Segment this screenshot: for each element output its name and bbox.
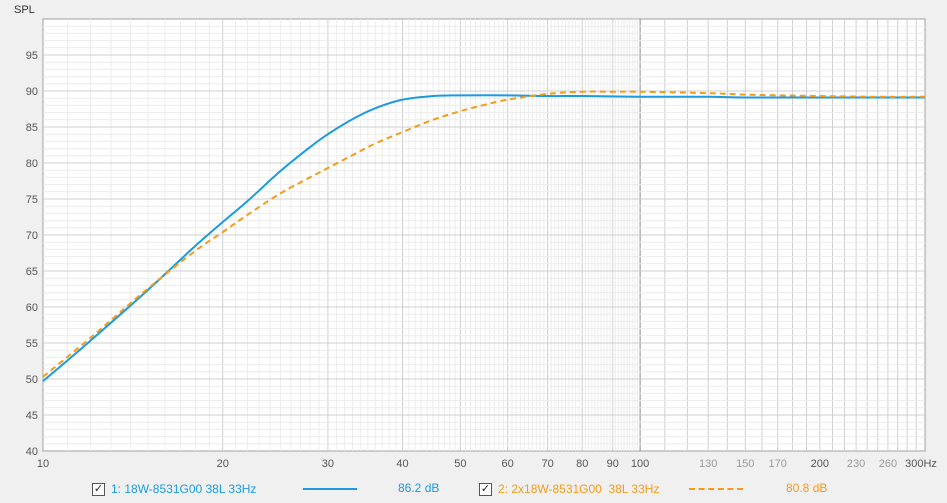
series-lines [42,90,926,382]
y-tick-label: 70 [26,230,38,242]
x-tick-label: 300Hz [905,458,937,470]
x-tick-label: 60 [502,458,514,470]
y-tick-labels: 40 45 50 55 60 65 70 75 80 85 90 95 [26,50,38,458]
y-tick-label: 85 [26,122,38,134]
x-tick-label: 80 [576,458,588,470]
checkbox-series-1[interactable]: ✓ [92,482,105,496]
legend-item-2[interactable]: ✓ 2: 2x18W-8531G00 38L 33Hz [479,480,659,498]
x-tick-label: 230 [847,458,865,470]
legend: ✓ 1: 18W-8531G00 38L 33Hz 86.2 dB ✓ 2: 2… [0,478,947,500]
y-tick-label: 45 [26,410,38,422]
x-tick-label: 260 [879,458,897,470]
y-tick-label: 55 [26,338,38,350]
legend-label-series-1: 1: 18W-8531G00 38L 33Hz [111,482,257,496]
x-tick-label: 170 [769,458,787,470]
y-tick-label: 95 [26,50,38,62]
x-tick-label: 150 [736,458,754,470]
legend-line-series-2 [689,488,743,490]
y-axis-label: SPL [14,4,35,16]
legend-line-series-1 [303,488,357,490]
legend-label-series-2: 2: 2x18W-8531G00 38L 33Hz [498,482,660,496]
y-tick-label: 75 [26,194,38,206]
y-tick-label: 80 [26,158,38,170]
x-tick-label: 20 [217,458,229,470]
series-line-2[interactable] [42,90,926,378]
x-tick-label: 70 [541,458,553,470]
series-line-1[interactable] [42,94,925,382]
y-tick-label: 60 [26,302,38,314]
x-tick-label: 200 [811,458,829,470]
x-tick-labels: 10 20 30 40 50 60 70 80 90 100 130 150 170 200 230 260 3… [37,458,937,470]
legend-value-series-1: 86.2 dB [398,481,440,495]
x-tick-label: 40 [396,458,408,470]
y-tick-label: 65 [26,266,38,278]
x-tick-label: 10 [37,458,49,470]
x-tick-label: 90 [607,458,619,470]
y-tick-label: 50 [26,374,38,386]
grid-lines [43,19,925,451]
x-tick-label: 130 [699,458,717,470]
legend-value-series-2: 80.8 dB [786,481,828,495]
y-tick-label: 40 [26,446,38,458]
checkbox-series-2[interactable]: ✓ [479,482,492,496]
x-tick-label: 100 [631,458,649,470]
spl-chart: SPL 40 45 50 55 60 65 70 75 80 85 90 95 10 20 30 40 50 6… [14,4,937,470]
y-tick-label: 90 [26,86,38,98]
x-tick-label: 30 [322,458,334,470]
legend-item-1[interactable]: ✓ 1: 18W-8531G00 38L 33Hz [92,480,256,498]
x-tick-label: 50 [454,458,466,470]
